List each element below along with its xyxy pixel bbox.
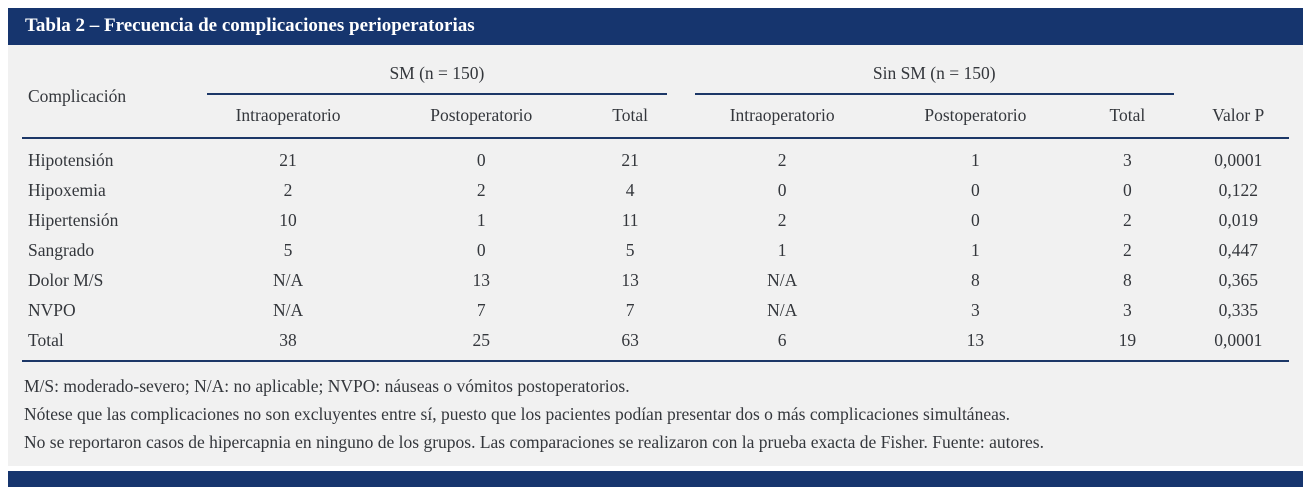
cell: 1	[971, 150, 980, 170]
cell: 0	[1123, 180, 1132, 200]
cell: 2	[476, 180, 486, 200]
complication-name: Sangrado	[28, 240, 95, 260]
cell: 1	[777, 240, 787, 260]
footnote-abbreviations: M/S: moderado-severo; N/A: no aplicable;…	[24, 376, 630, 396]
table-row: NVPO N/A 7 7 N/A 3 3 0,335	[22, 295, 1289, 325]
cell: 10	[279, 210, 297, 230]
table-title: Tabla 2 – Frecuencia de complicaciones p…	[25, 15, 475, 36]
cell: 0	[971, 210, 980, 230]
cell: 2	[1123, 210, 1132, 230]
footnotes: M/S: moderado-severo; N/A: no aplicable;…	[22, 362, 1289, 456]
cell: 11	[621, 210, 639, 230]
complication-name: Dolor M/S	[28, 270, 104, 290]
cell: N/A	[767, 300, 798, 320]
complication-name: Hipotensión	[28, 150, 114, 170]
cell: 8	[971, 270, 980, 290]
complication-name: Total	[22, 325, 194, 362]
cell: 7	[476, 300, 486, 320]
cell: 7	[625, 300, 635, 320]
group-header-sm-label: SM (n = 150)	[207, 63, 667, 95]
table-section: Complicación SM (n = 150) Sin SM (n = 15…	[8, 45, 1303, 466]
cell: 0	[476, 240, 486, 260]
pvalue-cell: 0,335	[1218, 300, 1258, 320]
subheader-sinsm-intraoperatorio: Intraoperatorio	[680, 95, 884, 139]
cell: 5	[283, 240, 293, 260]
complication-name: Hipertensión	[28, 210, 119, 230]
footnote-source: No se reportaron casos de hipercapnia en…	[24, 432, 1044, 452]
cell: 3	[1123, 300, 1132, 320]
cell: 0	[777, 180, 787, 200]
cell: 1	[476, 210, 486, 230]
table-row: Hipotensión 21 0 21 2 1 3 0,0001	[22, 138, 1289, 175]
table-row: Sangrado 5 0 5 1 1 2 0,447	[22, 235, 1289, 265]
group-header-sin-sm: Sin SM (n = 150)	[681, 55, 1188, 95]
cell: 2	[283, 180, 293, 200]
cell: 25	[383, 325, 580, 362]
pvalue-cell: 0,365	[1218, 270, 1258, 290]
cell: N/A	[272, 270, 304, 290]
cell: 3	[1123, 150, 1132, 170]
cell: 38	[193, 325, 384, 362]
cell: 2	[777, 210, 787, 230]
cell: 0	[476, 150, 486, 170]
cell: 6	[680, 325, 884, 362]
pvalue-cell: 0,019	[1218, 210, 1258, 230]
subheader-row: Intraoperatorio Postoperatorio Total Int…	[22, 95, 1289, 139]
subheader-sinsm-total: Total	[1067, 95, 1188, 139]
cell: 1	[971, 240, 980, 260]
complication-column-header: Complicación	[22, 55, 194, 139]
cell: 19	[1067, 325, 1188, 362]
cell: 5	[625, 240, 635, 260]
cell: 8	[1123, 270, 1132, 290]
cell: N/A	[767, 270, 798, 290]
subheader-sm-intraoperatorio: Intraoperatorio	[193, 95, 384, 139]
footnote-note: Nótese que las complicaciones no son exc…	[24, 404, 1011, 424]
cell: 13	[472, 270, 491, 290]
table-row-total: Total 38 25 63 6 13 19 0,0001	[22, 325, 1289, 362]
group-header-sin-sm-label: Sin SM (n = 150)	[694, 63, 1174, 95]
table-row: Hipoxemia 2 2 4 0 0 0 0,122	[22, 175, 1289, 205]
complication-name: NVPO	[28, 300, 76, 320]
footer-bar	[8, 471, 1303, 487]
group-header-row: Complicación SM (n = 150) Sin SM (n = 15…	[22, 55, 1289, 139]
subheader-sm-postoperatorio: Postoperatorio	[383, 95, 580, 139]
cell: 13	[621, 270, 639, 290]
table-body: Hipotensión 21 0 21 2 1 3 0,0001 Hipoxem…	[22, 138, 1289, 362]
cell: 2	[1123, 240, 1132, 260]
cell: 0	[971, 180, 980, 200]
complications-table: Complicación SM (n = 150) Sin SM (n = 15…	[22, 55, 1289, 362]
table-title-bar: Tabla 2 – Frecuencia de complicaciones p…	[8, 8, 1303, 45]
pvalue-cell: 0,0001	[1214, 150, 1263, 170]
table-header: Complicación SM (n = 150) Sin SM (n = 15…	[22, 55, 1289, 139]
cell: 63	[579, 325, 681, 362]
spacer	[8, 466, 1303, 471]
pvalue-column-header: Valor P	[1187, 55, 1289, 139]
complication-name: Hipoxemia	[28, 180, 106, 200]
pvalue-cell: 0,447	[1218, 240, 1258, 260]
cell: 13	[883, 325, 1068, 362]
pvalue-cell: 0,122	[1218, 180, 1258, 200]
table-row: Hipertensión 10 1 11 2 0 2 0,019	[22, 205, 1289, 235]
subheader-sm-total: Total	[579, 95, 681, 139]
table-row: Dolor M/S N/A 13 13 N/A 8 8 0,365	[22, 265, 1289, 295]
cell: 21	[621, 150, 639, 170]
cell: 21	[279, 150, 297, 170]
subheader-sinsm-postoperatorio: Postoperatorio	[883, 95, 1068, 139]
cell: N/A	[272, 300, 304, 320]
group-header-sm: SM (n = 150)	[193, 55, 681, 95]
cell: 2	[777, 150, 787, 170]
cell: 4	[625, 180, 635, 200]
cell: 3	[971, 300, 980, 320]
pvalue-cell: 0,0001	[1187, 325, 1289, 362]
